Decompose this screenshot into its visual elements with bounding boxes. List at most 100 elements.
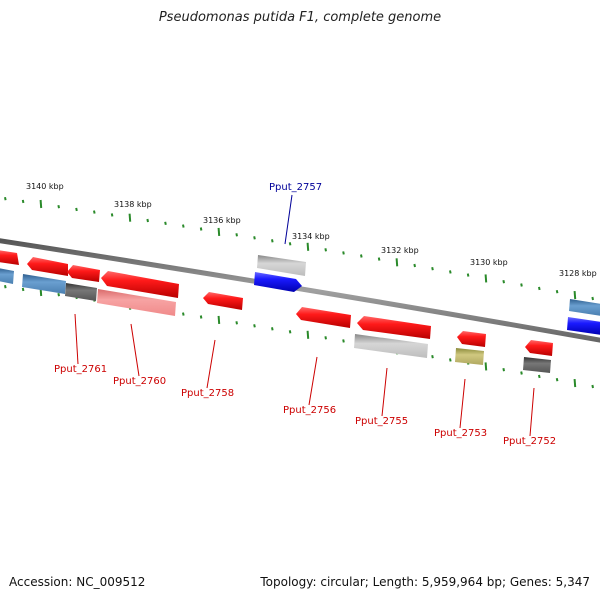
feature-grey-forward[interactable] — [257, 255, 306, 276]
scale-label-3136: 3136 kbp — [203, 216, 241, 225]
scale-tick — [21, 199, 25, 204]
scale-tick — [449, 270, 452, 274]
scale-tick — [253, 236, 256, 240]
scale-label-3140: 3140 kbp — [26, 182, 64, 191]
scale-tick — [4, 285, 7, 289]
label-pput-2757[interactable]: Pput_2757 — [269, 182, 322, 193]
scale-label-3138: 3138 kbp — [114, 200, 152, 209]
scale-tick — [573, 291, 577, 300]
leader-pput-2752 — [529, 387, 535, 437]
label-pput-2761[interactable]: Pput_2761 — [54, 364, 107, 375]
scale-ticks-outer — [4, 197, 594, 301]
scale-tick — [110, 213, 114, 217]
scale-tick — [288, 242, 292, 246]
scale-tick — [395, 258, 399, 267]
scale-tick — [57, 293, 60, 297]
feature-steel-forward-right[interactable] — [569, 299, 600, 316]
genome-backbone — [0, 238, 600, 343]
scale-tick — [217, 227, 221, 236]
feature-grey-2755[interactable] — [354, 334, 428, 358]
genome-summary-text: Topology: circular; Length: 5,959,964 bp… — [260, 575, 590, 589]
feature-olive-2753[interactable] — [455, 348, 484, 365]
scale-tick — [75, 207, 78, 212]
scale-tick — [484, 362, 488, 371]
scale-tick — [253, 324, 256, 328]
leader-pput-2758 — [206, 339, 216, 389]
scale-tick — [538, 374, 541, 379]
scale-tick — [4, 197, 7, 201]
feature-steel-left-edge[interactable] — [0, 268, 14, 284]
scale-tick — [431, 267, 434, 271]
scale-label-3130: 3130 kbp — [470, 258, 508, 267]
scale-tick — [342, 251, 345, 255]
leader-pput-2760 — [130, 323, 140, 377]
scale-label-3134: 3134 kbp — [292, 232, 330, 241]
scale-tick — [555, 378, 559, 382]
scale-tick — [413, 263, 416, 268]
scale-tick — [128, 213, 132, 222]
scale-tick — [57, 205, 60, 209]
gene-pput-2755[interactable] — [357, 316, 431, 339]
scale-tick — [502, 280, 505, 284]
scale-tick — [377, 257, 381, 261]
scale-tick — [520, 371, 523, 375]
gene-pput-2756[interactable] — [296, 307, 351, 328]
gene-pput-2757[interactable] — [254, 272, 302, 292]
gene-forward-right[interactable] — [567, 317, 600, 335]
scale-tick — [342, 339, 345, 343]
scale-tick — [306, 330, 310, 339]
scale-tick — [360, 254, 363, 258]
label-pput-2758[interactable]: Pput_2758 — [181, 388, 234, 399]
feature-pink-2760[interactable] — [97, 289, 176, 316]
label-pput-2756[interactable]: Pput_2756 — [283, 405, 336, 416]
leader-pput-2756 — [308, 356, 318, 406]
gene-pput-2760[interactable] — [101, 271, 179, 298]
scale-label-3128: 3128 kbp — [559, 269, 597, 278]
feature-dark-2752[interactable] — [523, 357, 551, 373]
scale-tick — [217, 315, 221, 324]
scale-tick — [538, 286, 541, 291]
scale-tick — [288, 330, 292, 334]
scale-tick — [93, 210, 96, 214]
gene-red-2752[interactable] — [525, 340, 553, 356]
label-pput-2752[interactable]: Pput_2752 — [503, 436, 556, 447]
label-pput-2755[interactable]: Pput_2755 — [355, 416, 408, 427]
scale-tick — [324, 336, 327, 340]
scale-tick — [324, 248, 327, 252]
label-pput-2760[interactable]: Pput_2760 — [113, 376, 166, 387]
gene-pput-2758[interactable] — [203, 292, 243, 310]
scale-label-3132: 3132 kbp — [381, 246, 419, 255]
scale-tick — [502, 368, 505, 372]
leader-pput-2755 — [381, 367, 388, 417]
gene-left-3[interactable] — [67, 265, 100, 282]
scale-tick — [555, 290, 559, 294]
leader-pput-2757 — [284, 194, 293, 245]
scale-tick — [520, 283, 523, 287]
scale-tick — [271, 327, 274, 331]
scale-tick — [235, 233, 238, 237]
feature-steel-left[interactable] — [22, 274, 66, 294]
scale-tick — [484, 274, 488, 283]
scale-tick — [39, 199, 43, 209]
feature-dark-left[interactable] — [65, 283, 97, 301]
scale-tick — [591, 384, 594, 389]
gene-left-2[interactable] — [27, 257, 68, 276]
scale-tick — [199, 227, 203, 231]
gene-red-2753[interactable] — [457, 331, 486, 347]
scale-tick — [182, 224, 185, 228]
scale-tick — [591, 296, 594, 301]
scale-tick — [431, 355, 434, 359]
scale-tick — [146, 218, 149, 223]
scale-tick — [21, 287, 25, 292]
scale-tick — [182, 312, 185, 316]
scale-tick — [449, 358, 452, 362]
scale-tick — [164, 221, 167, 225]
scale-tick — [306, 242, 310, 251]
scale-tick — [235, 321, 238, 325]
map-title: Pseudomonas putida F1, complete genome — [158, 10, 442, 25]
leader-pput-2761 — [74, 313, 79, 365]
gene-left-edge[interactable] — [0, 250, 19, 265]
label-pput-2753[interactable]: Pput_2753 — [434, 428, 487, 439]
scale-tick — [199, 315, 203, 319]
